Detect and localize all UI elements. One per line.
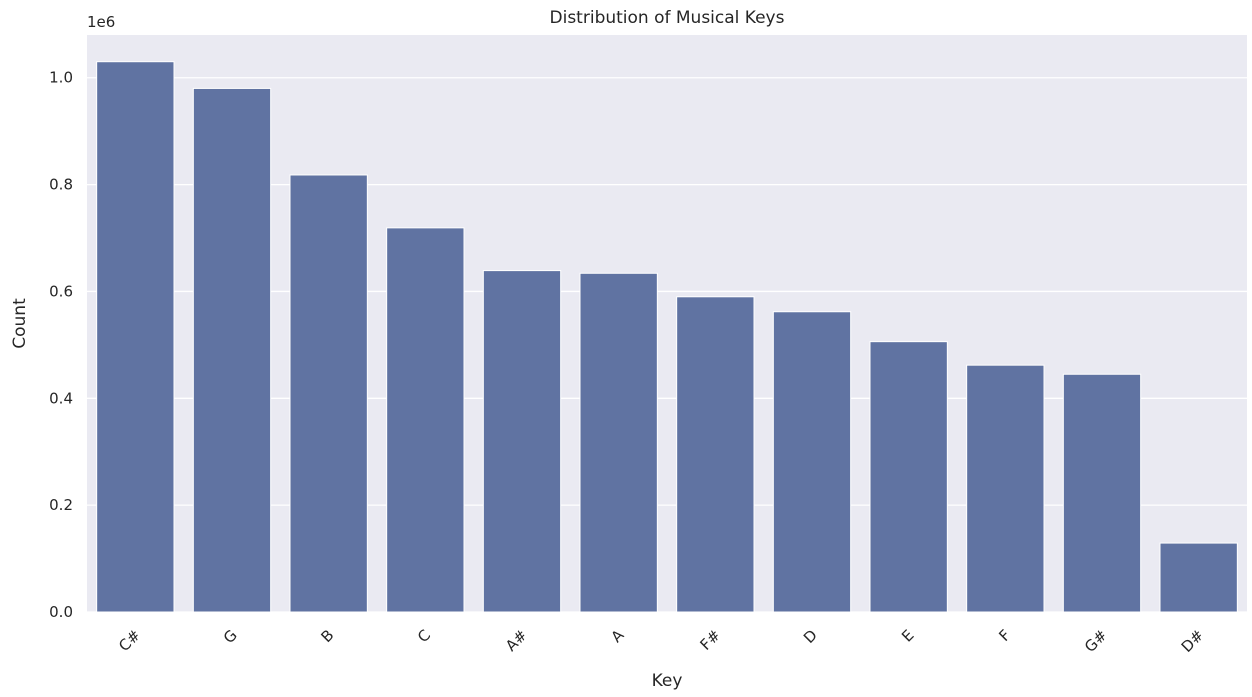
bar-f bbox=[966, 364, 1045, 613]
bar-d bbox=[772, 311, 852, 613]
bar-f-sharp bbox=[676, 296, 755, 613]
grid-lines bbox=[87, 77, 1247, 613]
bar-d-sharp bbox=[1159, 542, 1238, 613]
x-tick-label: G# bbox=[1081, 626, 1111, 656]
x-tick-label: D bbox=[800, 626, 821, 647]
bar-g-sharp bbox=[1062, 373, 1142, 613]
chart-title: Distribution of Musical Keys bbox=[550, 8, 785, 28]
x-tick-label: E bbox=[898, 626, 917, 645]
y-tick-label: 1.0 bbox=[49, 69, 73, 87]
x-tick-label: F bbox=[995, 626, 1014, 645]
plot-area bbox=[87, 35, 1247, 612]
y-tick-label: 0.2 bbox=[49, 496, 73, 514]
y-axis-offset-text: 1e6 bbox=[87, 13, 115, 31]
x-axis-label: Key bbox=[652, 671, 683, 691]
y-tick-label: 0.0 bbox=[49, 603, 73, 621]
x-tick-label: A# bbox=[502, 626, 531, 655]
x-tick-label: B bbox=[317, 626, 337, 646]
bar-a-sharp bbox=[482, 270, 562, 613]
bar-a bbox=[579, 272, 658, 613]
x-axis-ticks: C# G B C A# A F# D E F G# D# bbox=[115, 626, 1207, 656]
y-tick-label: 0.8 bbox=[49, 176, 73, 194]
y-tick-label: 0.4 bbox=[49, 389, 73, 407]
x-tick-label: D# bbox=[1178, 626, 1208, 656]
bar-e bbox=[869, 341, 948, 613]
y-axis-label: Count bbox=[10, 298, 30, 349]
bars bbox=[96, 61, 1238, 613]
y-axis-ticks: 0.0 0.2 0.4 0.6 0.8 1.0 bbox=[49, 69, 73, 621]
x-tick-label: C# bbox=[115, 626, 144, 655]
x-tick-label: F# bbox=[696, 626, 724, 654]
bar-c-sharp bbox=[96, 61, 175, 613]
x-tick-label: G bbox=[220, 626, 241, 647]
x-tick-label: C bbox=[414, 626, 434, 646]
bar-c bbox=[386, 227, 465, 613]
x-tick-label: A bbox=[608, 626, 629, 647]
bar-g bbox=[192, 87, 272, 613]
y-tick-label: 0.6 bbox=[49, 282, 73, 300]
bar-b bbox=[289, 174, 368, 613]
